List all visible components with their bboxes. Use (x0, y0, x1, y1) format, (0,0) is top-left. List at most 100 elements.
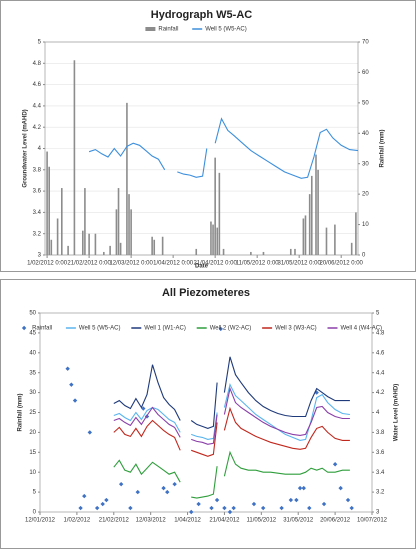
bar (67, 245, 69, 255)
x-tick-label: 21/04/2012 (209, 518, 240, 524)
y-tick-label: 50 (29, 311, 36, 317)
bar (250, 251, 252, 255)
x-tick-label: 1/04/2012 0:00 (153, 261, 194, 267)
x-tick-label: 20/06/2012 (320, 518, 351, 524)
y2-tick-label: 3.4 (376, 470, 385, 476)
bar (151, 236, 153, 255)
point (338, 485, 343, 491)
bar (350, 242, 353, 255)
x-tick-label: 10/07/2012 (357, 518, 388, 524)
bar (334, 224, 336, 255)
bar (48, 166, 51, 255)
line (113, 383, 350, 441)
x-tick-label: 31/05/2012 0:00 (277, 261, 321, 267)
point (332, 462, 338, 467)
point (196, 501, 201, 507)
y2-tick-label: 60 (362, 70, 369, 76)
bar (117, 188, 120, 255)
point (307, 505, 312, 511)
bar (153, 239, 156, 255)
point (251, 501, 257, 507)
y2-tick-label: 4.4 (376, 370, 385, 376)
point (218, 326, 223, 332)
y-tick-label: 25 (29, 410, 36, 416)
bar (216, 227, 219, 255)
legend-label: Well 5 (W5-AC) (205, 27, 247, 33)
point (82, 493, 87, 499)
plot-frame (39, 312, 373, 513)
legend-label: Rainfall (158, 27, 178, 33)
point (279, 505, 284, 511)
point (100, 501, 105, 507)
legend-label: Well 5 (W5-AC) (79, 326, 121, 332)
bar (294, 248, 296, 255)
y2-tick-label: 70 (362, 40, 369, 46)
point (321, 501, 327, 507)
bar (46, 151, 48, 255)
y2-tick-label: 4.8 (376, 330, 385, 336)
point (288, 497, 294, 503)
y-tick-label: 3.2 (33, 231, 42, 237)
point (69, 382, 74, 387)
y-tick-label: 45 (29, 330, 36, 336)
point (172, 481, 177, 487)
legend-label: Well 3 (W3-AC) (275, 326, 317, 332)
bar (218, 172, 221, 255)
bar (88, 233, 90, 255)
line (113, 406, 350, 457)
x-tick-label: 11/05/2012 (247, 518, 277, 524)
y2-tick-label: 3 (376, 510, 380, 516)
point (294, 497, 299, 503)
bar (325, 227, 328, 255)
y-tick-label: 15 (29, 450, 36, 456)
bar (82, 230, 84, 255)
bar (161, 236, 164, 255)
y-tick-label: 5 (33, 490, 37, 496)
chart-title: Hydrograph W5-AC (151, 9, 253, 21)
x-tick-label: 21/02/2012 (99, 518, 130, 524)
bar (315, 154, 317, 255)
y-tick-label: 3 (38, 253, 42, 259)
y-tick-label: 40 (29, 350, 36, 356)
point (87, 430, 92, 435)
point (135, 489, 140, 495)
bar (73, 60, 76, 255)
bar (310, 175, 313, 255)
point (227, 509, 233, 515)
chart-frame (0, 0, 416, 272)
y-tick-label: 4.8 (33, 61, 42, 67)
line (88, 117, 359, 179)
x-tick-label: 11/05/2012 0:00 (236, 261, 280, 267)
point (94, 505, 100, 511)
point (297, 485, 303, 491)
point (209, 505, 214, 511)
point (161, 485, 166, 491)
bar (222, 248, 225, 255)
line (113, 386, 350, 445)
y2-tick-label: 50 (362, 100, 369, 106)
y2-tick-label: 40 (362, 131, 369, 137)
line (113, 450, 350, 499)
bar (130, 209, 132, 255)
bar (126, 102, 128, 255)
bar (119, 242, 122, 255)
point (78, 505, 83, 511)
bar (128, 194, 130, 255)
bar (355, 212, 357, 255)
bar (94, 233, 97, 255)
y-tick-label: 35 (29, 370, 36, 376)
y-tick-label: 4.6 (33, 82, 42, 88)
point (214, 497, 220, 503)
line (113, 356, 350, 429)
bar (61, 188, 63, 255)
legend-label: Well 1 (W1-AC) (144, 326, 186, 332)
point (345, 497, 351, 503)
y2-tick-label: 3.2 (376, 490, 385, 496)
point (301, 485, 306, 491)
y2-tick-label: 4.2 (376, 390, 385, 396)
bar (308, 194, 311, 255)
y2-axis-title: Water Level (mAHD) (394, 384, 400, 441)
point (189, 509, 194, 515)
x-tick-label: 31/05/2012 (283, 518, 314, 524)
